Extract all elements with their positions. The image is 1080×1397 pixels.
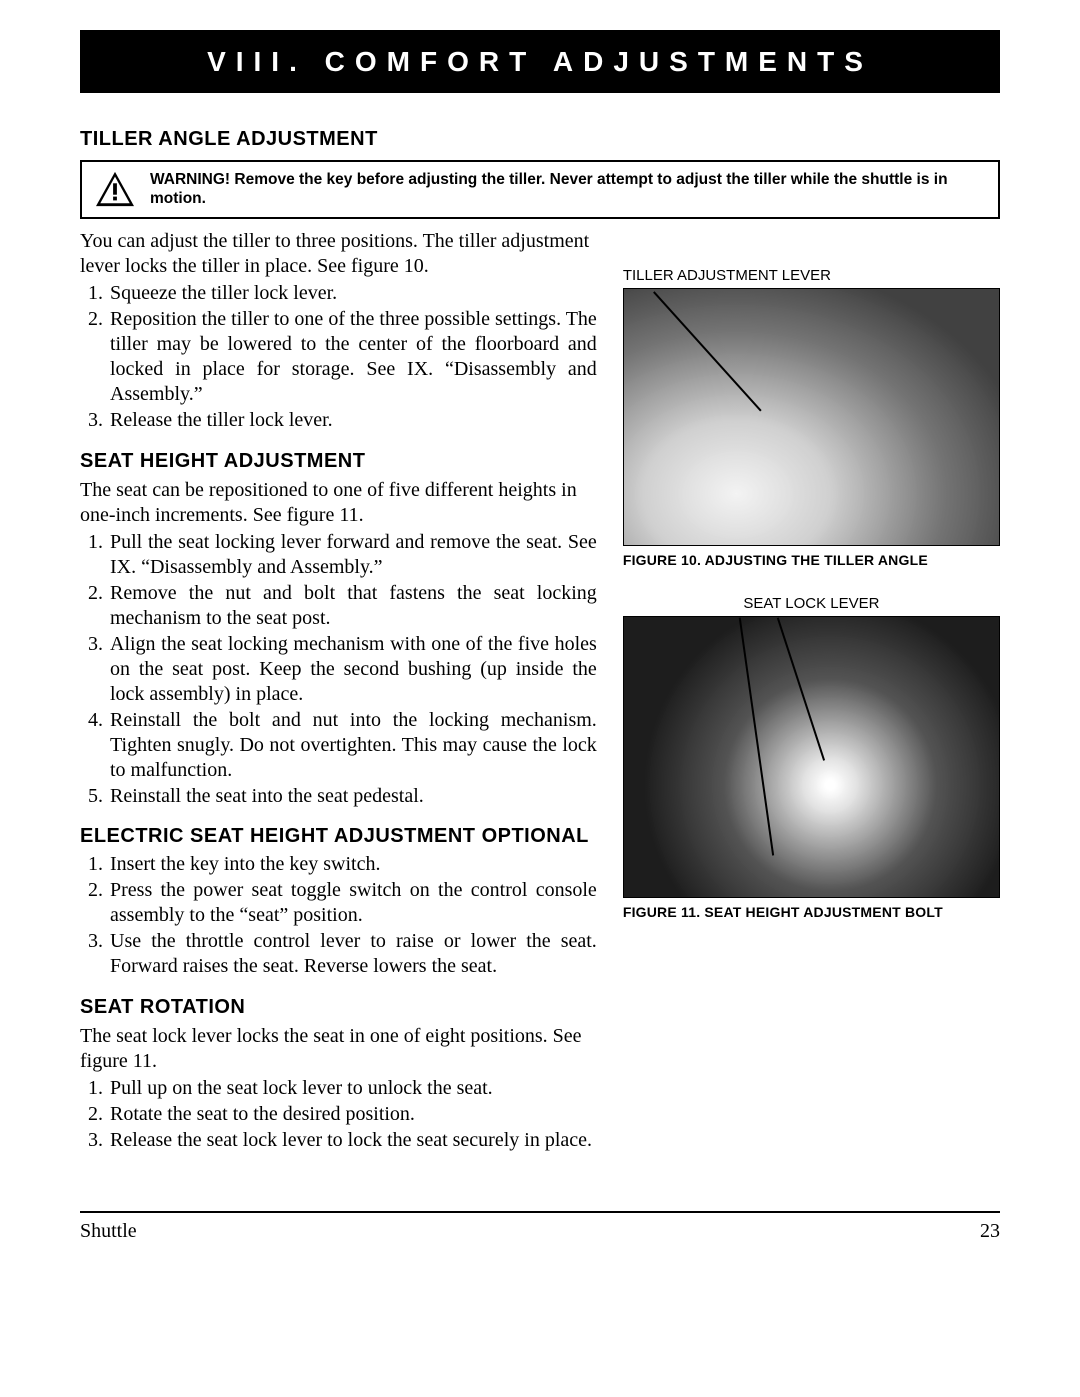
list-item: Press the power seat toggle switch on th… <box>108 878 597 928</box>
list-item: Release the seat lock lever to lock the … <box>108 1128 597 1153</box>
figure-11-caption: FIGURE 11. SEAT HEIGHT ADJUSTMENT BOLT <box>623 904 1000 922</box>
section-title-seat-height: SEAT HEIGHT ADJUSTMENT <box>80 449 597 474</box>
tiller-intro: You can adjust the tiller to three posit… <box>80 229 597 279</box>
list-item: Squeeze the tiller lock lever. <box>108 281 597 306</box>
footer-rule <box>80 1211 1000 1213</box>
figure-11-image <box>623 616 1000 898</box>
list-item: Reposition the tiller to one of the thre… <box>108 307 597 407</box>
seat-height-steps: Pull the seat locking lever forward and … <box>80 530 597 809</box>
section-title-seat-rotation: SEAT ROTATION <box>80 995 597 1020</box>
figure-10-callout: TILLER ADJUSTMENT LEVER <box>623 267 1000 286</box>
warning-triangle-icon <box>94 170 136 208</box>
seat-rotation-steps: Pull up on the seat lock lever to unlock… <box>80 1076 597 1153</box>
chapter-header: VIII. COMFORT ADJUSTMENTS <box>80 30 1000 93</box>
seat-rotation-intro: The seat lock lever locks the seat in on… <box>80 1024 597 1074</box>
footer-left: Shuttle <box>80 1219 137 1244</box>
tiller-steps: Squeeze the tiller lock lever. Repositio… <box>80 281 597 433</box>
list-item: Release the tiller lock lever. <box>108 408 597 433</box>
seat-height-intro: The seat can be repositioned to one of f… <box>80 478 597 528</box>
warning-box: WARNING! Remove the key before adjusting… <box>80 160 1000 219</box>
page-footer: Shuttle 23 <box>80 1219 1000 1244</box>
list-item: Pull the seat locking lever forward and … <box>108 530 597 580</box>
figure-11-block: SEAT LOCK LEVER FIGURE 11. SEAT HEIGHT A… <box>623 595 1000 921</box>
figure-10-caption: FIGURE 10. ADJUSTING THE TILLER ANGLE <box>623 552 1000 570</box>
left-column: You can adjust the tiller to three posit… <box>80 229 597 1167</box>
figure-11-callout: SEAT LOCK LEVER <box>623 595 1000 614</box>
figure-10-image <box>623 288 1000 546</box>
list-item: Reinstall the bolt and nut into the lock… <box>108 708 597 783</box>
content-columns: You can adjust the tiller to three posit… <box>80 229 1000 1167</box>
list-item: Rotate the seat to the desired position. <box>108 1102 597 1127</box>
list-item: Reinstall the seat into the seat pedesta… <box>108 784 597 809</box>
section-title-tiller: TILLER ANGLE ADJUSTMENT <box>80 127 1000 152</box>
electric-seat-steps: Insert the key into the key switch. Pres… <box>80 852 597 979</box>
section-title-electric-seat: ELECTRIC SEAT HEIGHT ADJUSTMENT OPTIONAL <box>80 825 597 848</box>
list-item: Pull up on the seat lock lever to unlock… <box>108 1076 597 1101</box>
list-item: Insert the key into the key switch. <box>108 852 597 877</box>
right-column: TILLER ADJUSTMENT LEVER FIGURE 10. ADJUS… <box>623 229 1000 1167</box>
list-item: Align the seat locking mechanism with on… <box>108 632 597 707</box>
warning-text: WARNING! Remove the key before adjusting… <box>150 170 986 209</box>
list-item: Use the throttle control lever to raise … <box>108 929 597 979</box>
footer-page-number: 23 <box>980 1219 1000 1244</box>
figure-10-block: TILLER ADJUSTMENT LEVER FIGURE 10. ADJUS… <box>623 267 1000 569</box>
list-item: Remove the nut and bolt that fastens the… <box>108 581 597 631</box>
